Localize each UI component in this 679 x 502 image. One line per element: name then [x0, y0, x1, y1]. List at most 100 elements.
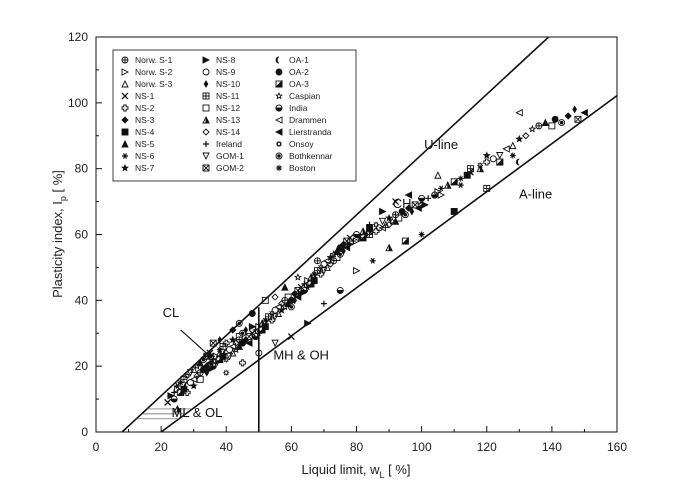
point-marker-triangle-down-open — [271, 339, 279, 348]
point-marker-triangle-right-filled — [206, 365, 214, 374]
point-marker-asterisk — [204, 351, 215, 362]
point-marker-diamond-open — [202, 128, 210, 136]
point-marker-triangle-up-filled — [541, 118, 550, 127]
point-marker-plus-open — [121, 104, 129, 112]
annotation-cl: CL — [163, 305, 180, 320]
x-tick-label: 160 — [607, 440, 627, 454]
point-marker-triangle-left-filled — [580, 108, 588, 117]
x-tick-label: 120 — [477, 440, 497, 454]
point-marker-triangle-left-filled — [414, 204, 422, 212]
point-marker-circle-open — [202, 68, 210, 76]
point-marker-crescent — [265, 319, 269, 327]
legend: Norw. S-1 Norw. S-2 Norw. S-3 NS-1 NS-2 NS-3 N… — [112, 49, 357, 182]
point-marker-plus-open — [222, 339, 230, 347]
legend-item: OA-1 — [275, 55, 309, 65]
legend-item: Norw. S-1 — [121, 55, 173, 65]
legend-item: Norw. S-2 — [121, 67, 173, 77]
point-marker-circle-half — [300, 287, 308, 294]
point-marker-triangle-left-open — [502, 145, 510, 153]
point-marker-star-filled — [385, 213, 394, 222]
point-marker-crescent — [515, 158, 520, 166]
point-marker-crescent — [314, 273, 318, 281]
point-marker-square-half — [495, 157, 504, 166]
point-marker-triangle-half — [443, 181, 452, 189]
legend-label: OA-1 — [289, 55, 309, 65]
y-tick-label: 100 — [68, 96, 88, 110]
point-marker-diamond-filled — [404, 204, 413, 212]
point-marker-star-six — [438, 185, 445, 192]
legend-label: NS-13 — [216, 115, 240, 125]
legend-item: GOM-1 — [202, 151, 244, 161]
legend-label: NS-7 — [135, 163, 155, 173]
legend-item: NS-2 — [121, 103, 155, 113]
point-marker-plus — [425, 195, 432, 202]
legend-label: NS-4 — [135, 127, 155, 137]
point-marker-square-x — [202, 164, 210, 172]
point-marker-square-grid — [202, 92, 210, 100]
x-axis-label-main: Liquid limit, w — [301, 462, 380, 477]
point-marker-diamond-filled — [229, 326, 237, 334]
point-marker-diamond-small — [203, 80, 209, 88]
point-marker-circle-filled — [275, 68, 283, 76]
legend-label: Norw. S-1 — [135, 55, 173, 65]
point-marker-triangle-left-open — [515, 108, 523, 117]
point-marker-triangle-up-filled — [196, 358, 204, 367]
point-marker-triangle-right-filled — [379, 207, 387, 216]
point-marker-square-open — [395, 214, 403, 222]
legend-label: Ireland — [216, 139, 242, 149]
point-marker-square-filled — [463, 171, 471, 179]
point-marker-triangle-right-filled — [421, 201, 429, 209]
legend-label: Drammen — [289, 115, 327, 125]
data-points — [164, 105, 588, 413]
legend-item: Lierstranda — [274, 127, 332, 137]
point-marker-triangle-right-open — [437, 191, 446, 199]
ref-line-u-line — [121, 37, 550, 432]
legend-item: NS-1 — [121, 91, 155, 101]
legend-item: Ireland — [203, 139, 242, 149]
point-marker-triangle-down-open — [378, 217, 387, 226]
point-marker-square-x — [574, 115, 582, 123]
point-marker-plus-open — [372, 227, 380, 235]
y-tick-label: 0 — [81, 425, 88, 439]
legend-item: NS-7 — [121, 163, 155, 173]
point-marker-plus-open — [239, 359, 246, 367]
point-marker-star-open — [275, 91, 283, 100]
point-marker-square-filled — [121, 128, 129, 136]
point-marker-star-filled — [228, 335, 237, 344]
point-marker-circle-dot — [235, 319, 243, 327]
point-marker-diamond-filled — [121, 116, 129, 124]
point-marker-plus — [366, 221, 373, 228]
legend-label: NS-3 — [135, 115, 155, 125]
legend-label: Lierstranda — [289, 127, 332, 137]
point-marker-triangle-right-filled — [202, 56, 211, 64]
point-marker-square-open — [261, 296, 269, 304]
point-marker-triangle-up-open — [274, 309, 283, 317]
legend-item: GOM-2 — [202, 163, 244, 173]
point-marker-crescent — [369, 227, 373, 235]
legend-item: Bothkennar — [275, 151, 333, 161]
legend-box — [112, 49, 357, 182]
point-marker-sun — [373, 221, 380, 228]
legend-label: GOM-2 — [216, 163, 244, 173]
legend-label: NS-10 — [216, 79, 240, 89]
point-marker-circle-dot — [558, 119, 566, 127]
x-tick-label: 0 — [93, 440, 100, 454]
point-marker-star-six — [122, 153, 128, 159]
legend-item: NS-12 — [202, 103, 240, 113]
point-marker-circle-half — [209, 362, 217, 370]
legend-label: Caspian — [289, 91, 320, 101]
legend-label: OA-3 — [289, 79, 309, 89]
legend-item: Boston — [276, 163, 316, 173]
point-marker-asterisk — [276, 165, 282, 171]
point-marker-star-six — [457, 182, 464, 189]
point-marker-triangle-right-open — [121, 68, 130, 76]
legend-label: India — [289, 103, 308, 113]
legend-label: NS-14 — [216, 127, 240, 137]
legend-label: NS-5 — [135, 139, 155, 149]
legend-item: Drammen — [274, 115, 327, 125]
point-marker-triangle-left-filled — [245, 339, 253, 347]
point-marker-circle-half — [252, 333, 260, 340]
point-marker-diamond-open — [277, 299, 286, 308]
point-marker-circle-open — [255, 349, 263, 357]
